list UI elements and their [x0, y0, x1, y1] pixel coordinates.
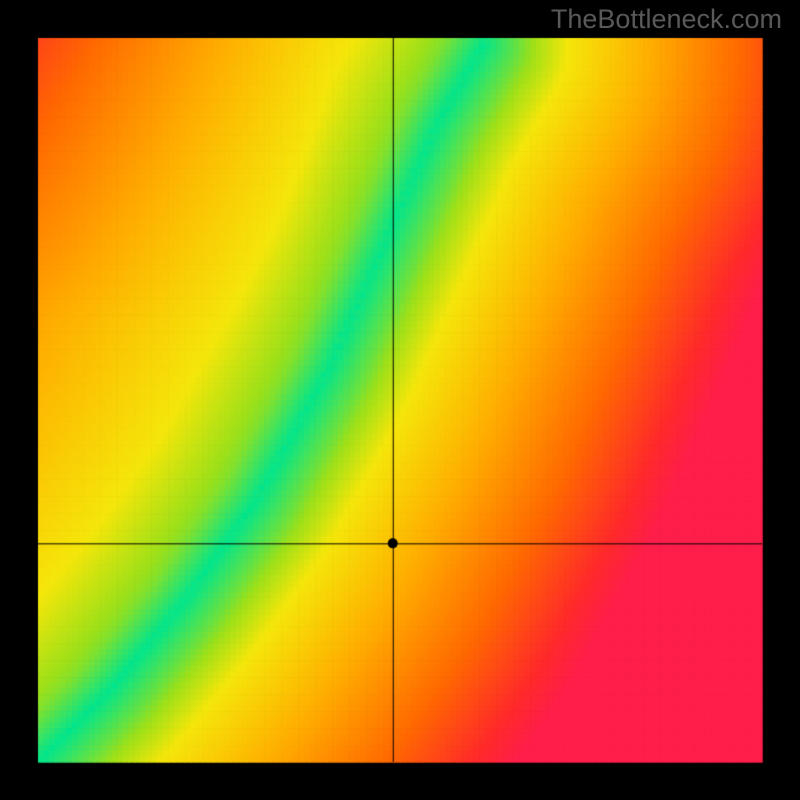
chart-container: TheBottleneck.com [0, 0, 800, 800]
heatmap-canvas [0, 0, 800, 800]
watermark-text: TheBottleneck.com [551, 4, 782, 35]
